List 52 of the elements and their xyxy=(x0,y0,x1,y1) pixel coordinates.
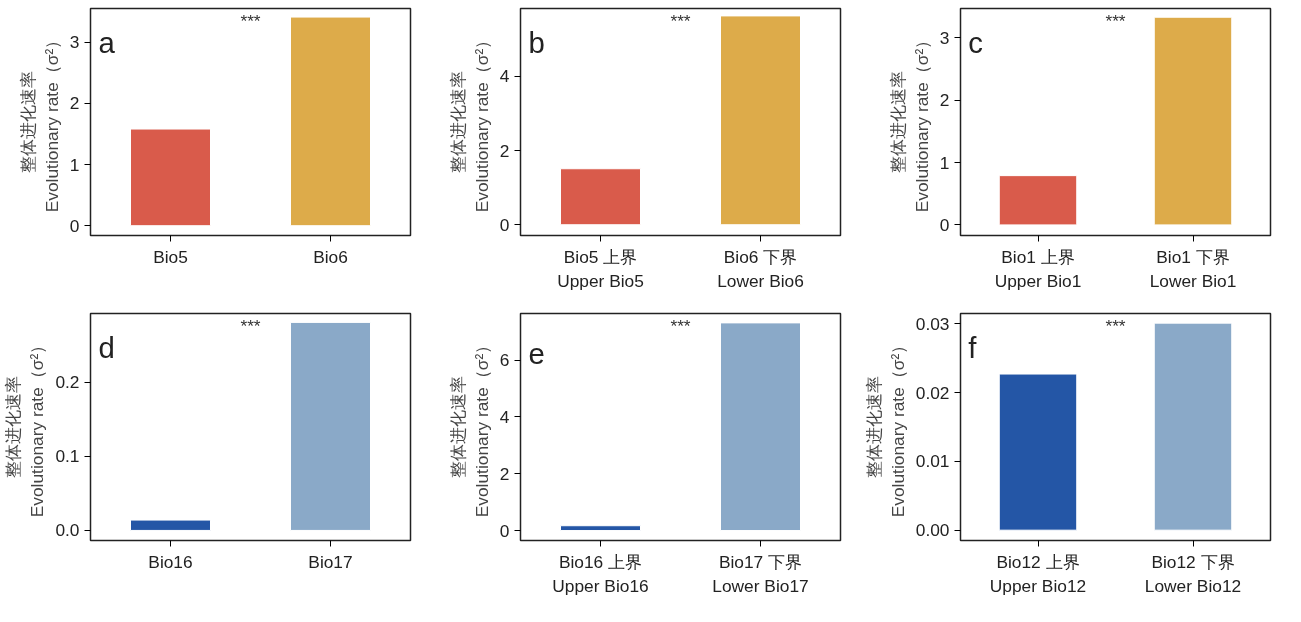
y-tick-label: 0.00 xyxy=(915,520,950,541)
text: d xyxy=(98,330,115,364)
annotation: *** xyxy=(670,10,691,31)
annotation: *** xyxy=(670,315,691,336)
y-tick-label: 6 xyxy=(499,350,510,371)
x-tick-label: Bio17 下界 Lower Bio17 xyxy=(712,551,809,596)
y-tick-label: 0 xyxy=(939,214,950,235)
x-tick-label: Bio1 下界 Lower Bio1 xyxy=(1149,246,1237,291)
x-tick-label: Bio1 上界 Upper Bio1 xyxy=(994,246,1082,291)
y-tick-label: 0 xyxy=(499,520,510,541)
annotation: *** xyxy=(240,10,261,31)
y-tick-label: 0.0 xyxy=(55,520,80,541)
y-tick-label: 0.2 xyxy=(55,372,80,393)
text: f xyxy=(968,330,978,364)
y-axis-title: 整体进化速率 Evolutionary rate（σ²） xyxy=(17,31,62,213)
x-tick-label: Bio6 xyxy=(313,246,348,267)
annotation: *** xyxy=(1105,10,1126,31)
y-axis-title: 整体进化速率 Evolutionary rate（σ²） xyxy=(863,336,908,518)
y-tick-label: 2 xyxy=(499,140,510,161)
x-tick-label: Bio16 上界 Upper Bio16 xyxy=(552,551,649,596)
x-tick-label: Bio12 上界 Upper Bio12 xyxy=(989,551,1087,596)
x-tick-label: Bio12 下界 Lower Bio12 xyxy=(1144,551,1242,596)
y-tick-label: 2 xyxy=(939,90,950,111)
y-axis-title: 整体进化速率 Evolutionary rate（σ²） xyxy=(447,336,492,518)
y-tick-label: 0.01 xyxy=(915,451,950,472)
x-tick-label: Bio6 下界 Lower Bio6 xyxy=(717,246,804,291)
x-tick-label: Bio16 xyxy=(148,551,193,572)
y-axis-title: 整体进化速率 Evolutionary rate（σ²） xyxy=(887,31,932,213)
y-axis-title: 整体进化速率 Evolutionary rate（σ²） xyxy=(447,31,492,213)
x-tick-label: Bio5 xyxy=(153,246,188,267)
y-tick-label: 1 xyxy=(939,152,950,173)
text: a xyxy=(98,25,116,59)
y-tick-label: 0.03 xyxy=(915,313,950,334)
x-tick-label: Bio17 xyxy=(308,551,353,572)
text: b xyxy=(528,25,545,59)
y-tick-label: 0 xyxy=(69,215,80,236)
y-tick-label: 0.02 xyxy=(915,382,950,403)
y-tick-label: 0 xyxy=(499,214,510,235)
annotation: *** xyxy=(240,315,261,336)
y-tick-label: 1 xyxy=(69,154,80,175)
y-tick-label: 4 xyxy=(499,66,510,87)
y-axis-title: 整体进化速率 Evolutionary rate（σ²） xyxy=(3,336,48,518)
annotation: *** xyxy=(1105,315,1126,336)
y-tick-label: 3 xyxy=(939,27,950,48)
y-tick-label: 2 xyxy=(499,463,510,484)
y-tick-label: 0.1 xyxy=(55,446,80,467)
text: c xyxy=(968,25,983,59)
y-tick-label: 3 xyxy=(69,32,80,53)
x-tick-label: Bio5 上界 Upper Bio5 xyxy=(557,246,644,291)
y-tick-label: 2 xyxy=(69,93,80,114)
y-tick-label: 4 xyxy=(499,406,510,427)
text: e xyxy=(528,336,545,370)
